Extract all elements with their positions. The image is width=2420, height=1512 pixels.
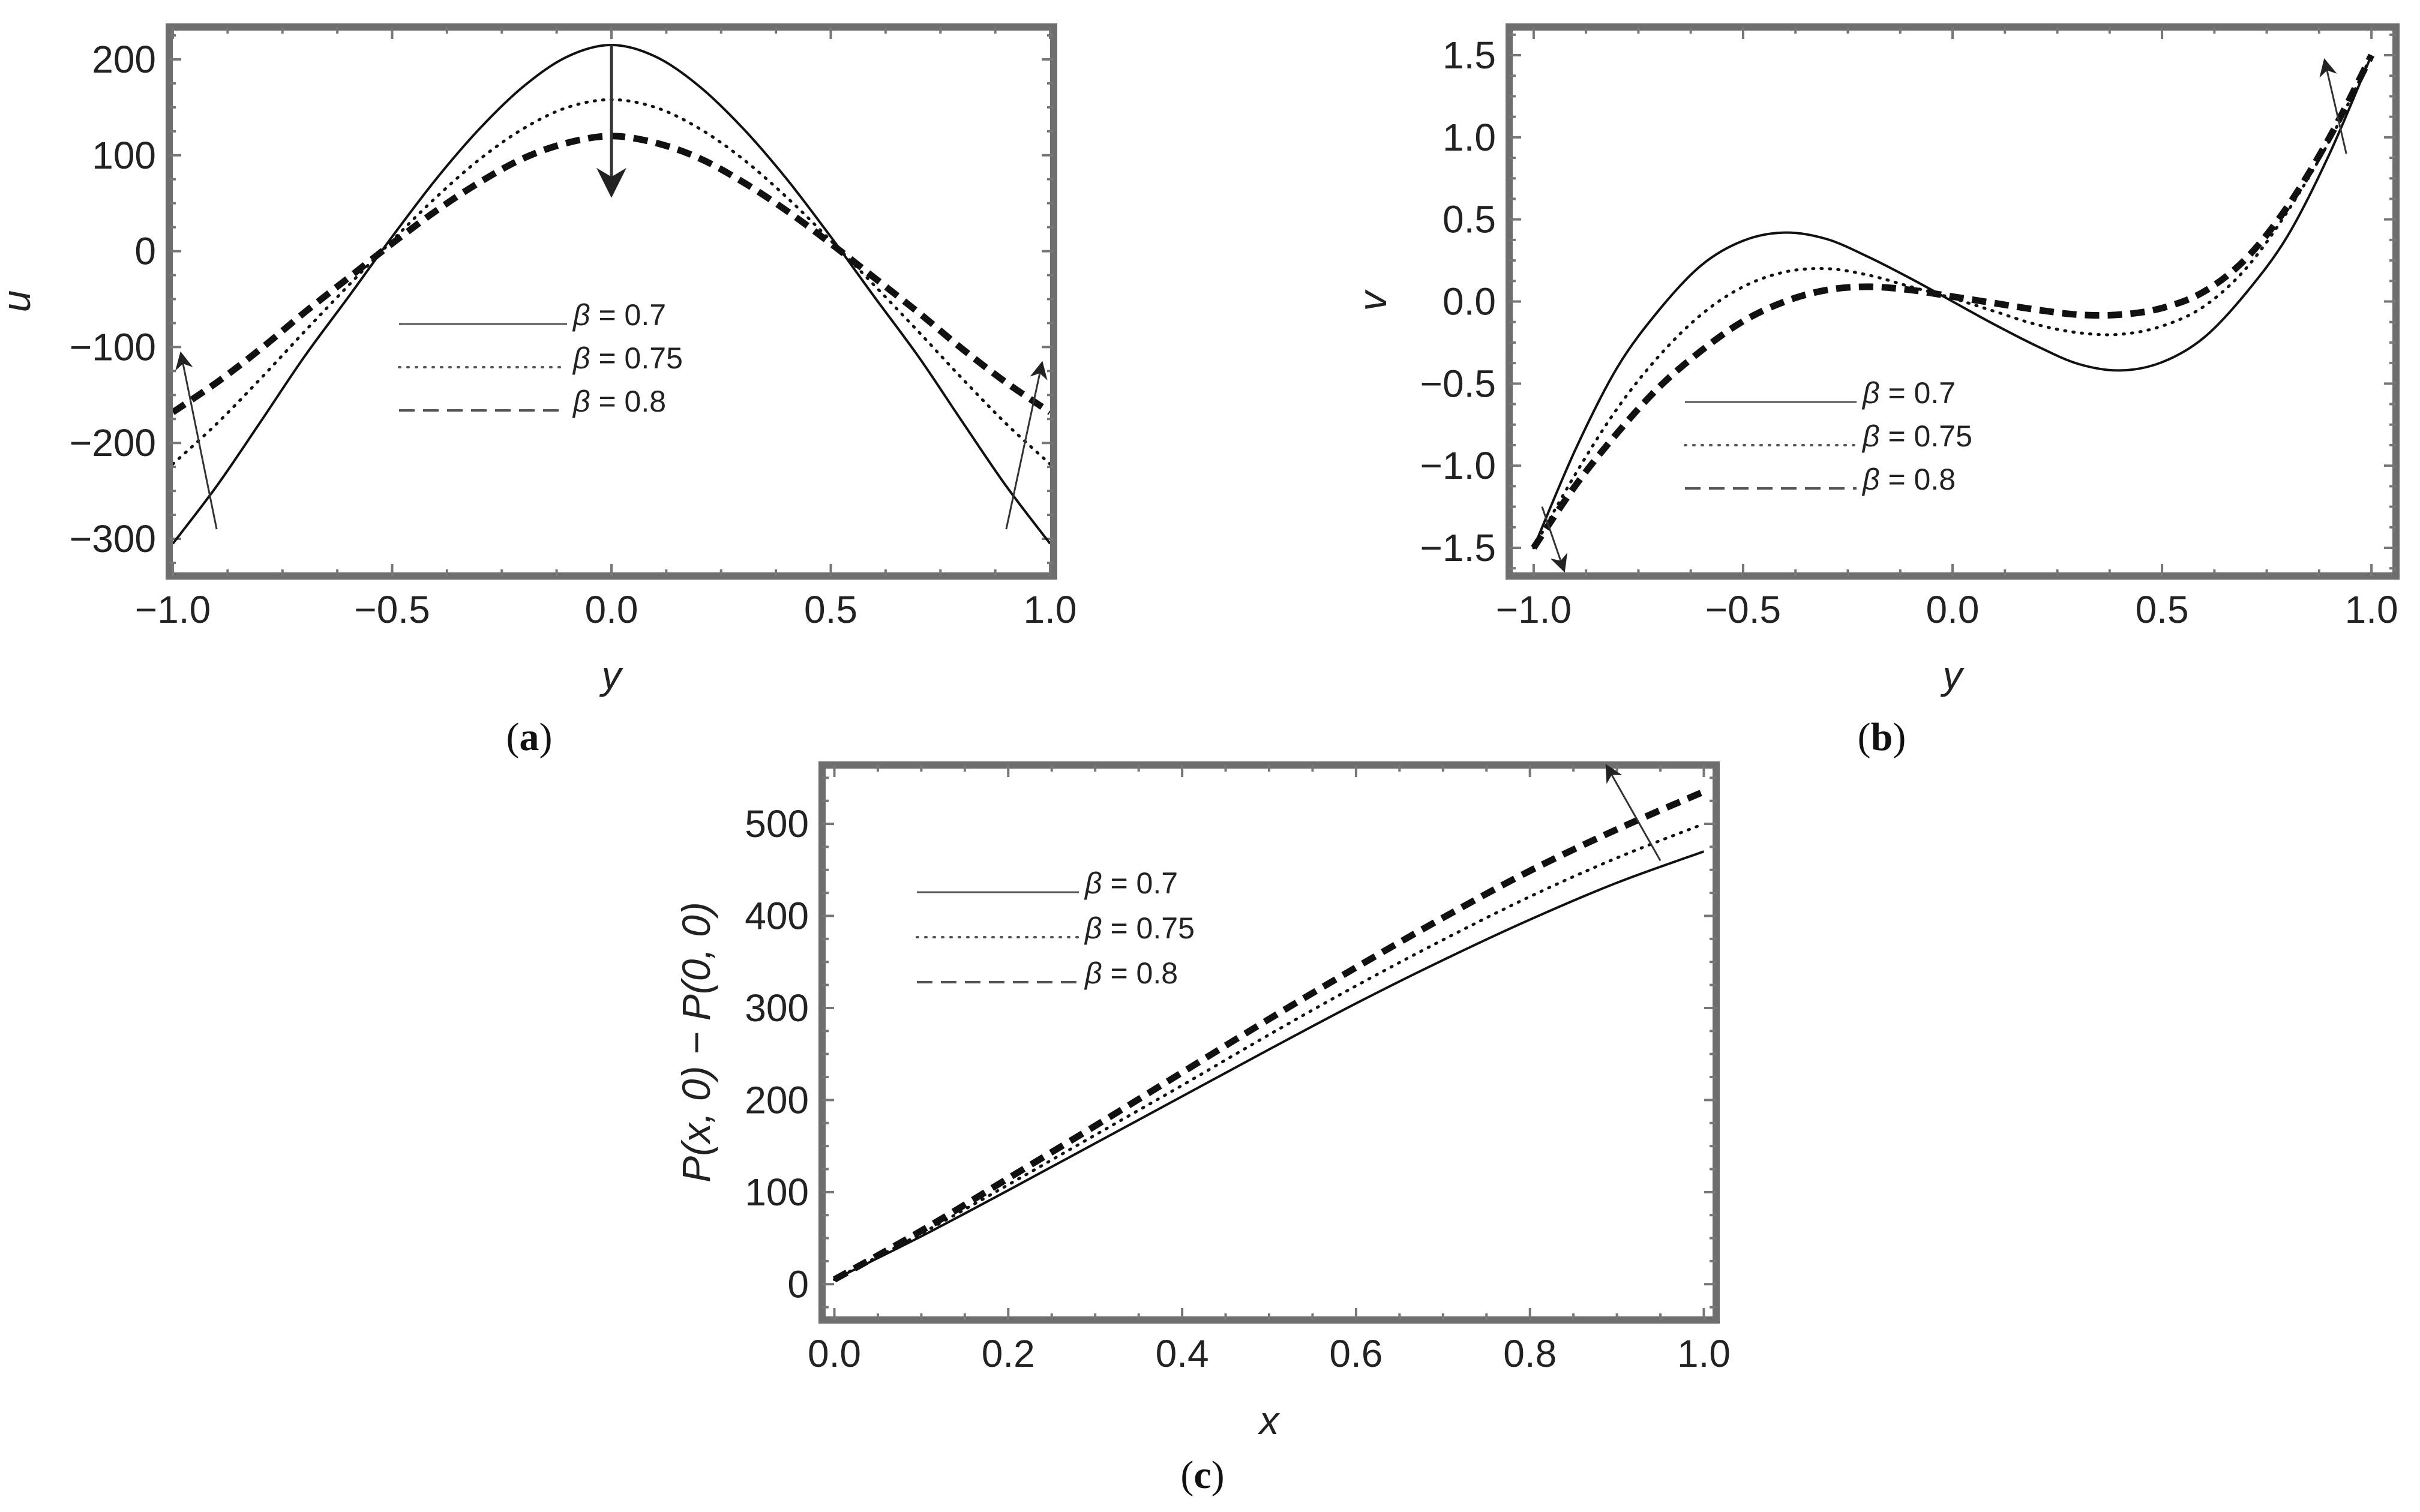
y-tick-label: −1.5 [1420,526,1496,569]
panel-a: −1.0 −0.5 0.0 0.5 1.0 −300 −200 −100 0 100 200 β =… [0,23,1077,759]
x-tick-label: 0.5 [2136,588,2189,631]
y-axis-label-b: v [1350,289,1395,311]
y-tick-label: 200 [92,38,156,81]
x-tick-label: −1.0 [135,588,211,631]
x-tick-label: 0.2 [982,1332,1035,1375]
x-tick-label: 1.0 [2345,588,2398,631]
x-axis-label-b: y [1941,653,1965,697]
y-tick-label: −1.0 [1420,444,1496,487]
x-tick-label: 0.5 [804,588,857,631]
annotation-arrow-up [1005,361,1048,530]
legend-label: β = 0.8 [1861,463,1956,496]
y-tick-label: −300 [70,517,156,560]
y-tick-label: −0.5 [1420,362,1496,405]
ticks-c: 0.0 0.2 0.4 0.6 0.8 1.0 0 100 200 300 400 500 [745,765,1731,1375]
annotation-arrow-up [1605,764,1662,862]
series-line-dashed [1531,53,2375,550]
panel-b: −1.0 −0.5 0.0 0.5 1.0−1.5−1.0−0.50.00.51.01.… [1350,23,2400,759]
y-tick-label: 0.0 [1443,280,1496,323]
x-tick-label: 1.0 [1024,588,1077,631]
y-tick-label: −100 [70,325,156,368]
legend-label: β = 0.7 [1861,376,1956,410]
plot-area-c [832,764,1705,1283]
series-line-solid [1533,55,2373,548]
y-tick-label: 400 [745,895,809,938]
y-tick-label: 1.0 [1443,116,1496,159]
y-tick-label: 500 [745,802,809,845]
y-tick-label: 0.5 [1443,198,1496,241]
legend-label: β = 0.7 [1084,866,1178,900]
y-axis-label-a: u [0,290,38,313]
x-tick-label: 0.0 [808,1332,861,1375]
legend-label: β = 0.8 [572,385,666,418]
plot-frame-c [818,761,1720,1324]
legend-c: β = 0.7 β = 0.75 β = 0.8 [916,866,1195,990]
x-tick-label: 0.6 [1329,1332,1383,1375]
y-axis-label-c: P(x, 0) − P(0, 0) [674,902,718,1183]
series-line-dotted [833,822,1705,1282]
legend-a: β = 0.7 β = 0.75 β = 0.8 [398,298,683,418]
y-tick-label: 300 [745,986,809,1030]
legend-label: β = 0.75 [1084,911,1195,945]
x-tick-label: 0.0 [585,588,638,631]
ticks-b: −1.0 −0.5 0.0 0.5 1.0−1.5−1.0−0.50.00.51.01.… [1420,27,2398,631]
panel-c: 0.0 0.2 0.4 0.6 0.8 1.0 0 100 200 300 400 500 β = 0… [674,761,1731,1497]
legend-label: β = 0.8 [1084,956,1178,990]
legend-b: β = 0.7 β = 0.75 β = 0.8 [1684,376,1972,496]
series-line-dashed [832,788,1705,1283]
y-tick-label: −200 [70,421,156,464]
legend-label: β = 0.75 [1861,419,1972,453]
ticks-a: −1.0 −0.5 0.0 0.5 1.0 −300 −200 −100 0 100 200 [70,27,1077,631]
y-tick-label: 0 [134,230,156,273]
panel-caption-b: (b) [1858,715,1906,759]
x-tick-label: −0.5 [1705,588,1781,631]
legend-label: β = 0.75 [572,341,683,375]
plot-area-a [173,43,1050,545]
x-tick-label: 0.0 [1926,588,1980,631]
y-tick-label: 100 [92,134,156,177]
x-tick-label: −1.0 [1496,588,1572,631]
annotation-arrow-up [175,351,218,530]
panel-caption-c: (c) [1180,1453,1224,1497]
y-tick-label: 200 [745,1078,809,1121]
x-tick-label: 0.4 [1156,1332,1209,1375]
panel-caption-a: (a) [506,715,553,759]
x-axis-label-a: y [599,653,624,697]
plot-area-b [1531,53,2375,573]
y-tick-label: 0 [787,1262,809,1306]
annotation-arrow-up [2319,58,2347,154]
legend-label: β = 0.7 [572,298,666,332]
annotation-arrow-down [1541,506,1568,573]
x-axis-label-c: x [1258,1398,1281,1442]
x-tick-label: 1.0 [1677,1332,1731,1375]
y-tick-label: 100 [745,1171,809,1214]
x-tick-label: −0.5 [354,588,430,631]
series-line-solid [833,850,1705,1281]
x-tick-label: 0.8 [1503,1332,1557,1375]
y-tick-label: 1.5 [1443,34,1496,77]
